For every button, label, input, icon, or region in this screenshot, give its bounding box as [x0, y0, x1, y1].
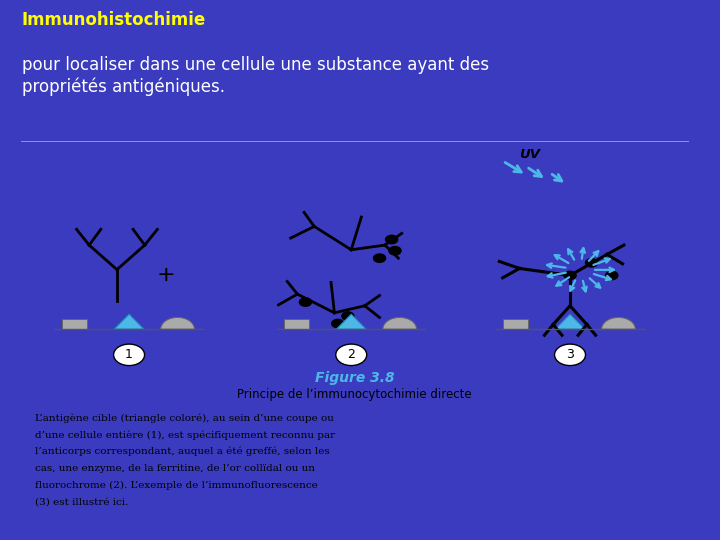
Text: 3: 3	[566, 348, 574, 361]
Text: L’antigène cible (triangle coloré), au sein d’une coupe ou: L’antigène cible (triangle coloré), au s…	[35, 413, 333, 423]
FancyBboxPatch shape	[62, 319, 87, 329]
Text: cas, une enzyme, de la ferritine, de l’or collïdal ou un: cas, une enzyme, de la ferritine, de l’o…	[35, 464, 315, 472]
Circle shape	[114, 344, 145, 366]
Text: Immunohistochimie: Immunohistochimie	[22, 11, 206, 29]
Text: +: +	[157, 266, 176, 286]
Text: 1: 1	[125, 348, 133, 361]
Circle shape	[300, 298, 312, 306]
Wedge shape	[383, 318, 417, 329]
Circle shape	[554, 344, 585, 366]
Circle shape	[332, 319, 344, 328]
Text: fluorochrome (2). L’exemple de l’immunofluorescence: fluorochrome (2). L’exemple de l’immunof…	[35, 481, 318, 490]
Text: d’une cellule entière (1), est spécifiquement reconnu par: d’une cellule entière (1), est spécifiqu…	[35, 430, 335, 440]
FancyBboxPatch shape	[284, 319, 310, 329]
Polygon shape	[114, 314, 144, 329]
Text: Principe de l’immunocytochimie directe: Principe de l’immunocytochimie directe	[238, 388, 472, 401]
Text: 2: 2	[347, 348, 355, 361]
Circle shape	[585, 259, 598, 267]
Polygon shape	[555, 314, 585, 329]
Text: Figure 3.8: Figure 3.8	[315, 371, 395, 385]
FancyBboxPatch shape	[503, 319, 528, 329]
Text: UV: UV	[520, 147, 541, 160]
Polygon shape	[336, 314, 366, 329]
Circle shape	[336, 344, 366, 366]
Circle shape	[564, 271, 576, 280]
Text: pour localiser dans une cellule une substance ayant des
propriétés antigéniques.: pour localiser dans une cellule une subs…	[22, 56, 489, 96]
Wedge shape	[602, 318, 635, 329]
Circle shape	[389, 246, 401, 255]
Text: (3) est illustré ici.: (3) est illustré ici.	[35, 497, 128, 506]
Circle shape	[386, 235, 397, 244]
Text: l’anticorps correspondant, auquel a été greffé, selon les: l’anticorps correspondant, auquel a été …	[35, 447, 330, 456]
Circle shape	[374, 254, 386, 262]
Circle shape	[342, 312, 354, 320]
Wedge shape	[161, 318, 194, 329]
Circle shape	[606, 271, 618, 280]
